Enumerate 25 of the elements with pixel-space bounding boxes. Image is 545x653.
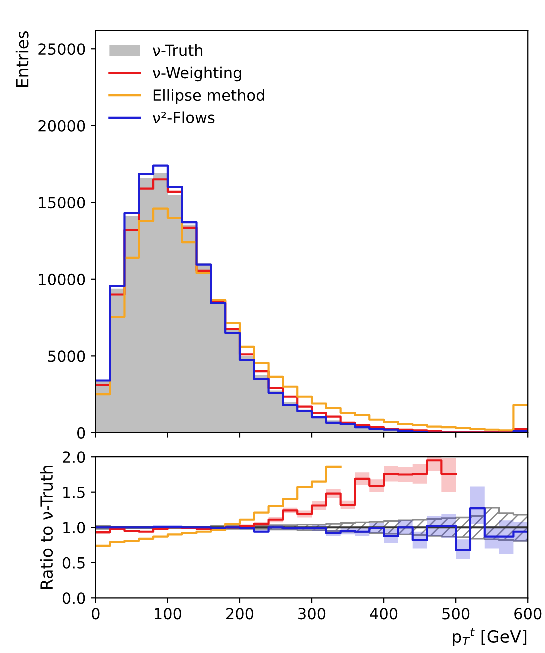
x-tick-label: 400 xyxy=(370,608,398,620)
x-axis-title: p$_{T}$$^{t}$ [GeV] xyxy=(453,628,527,646)
y-axis-title: Ratio to ν-Truth xyxy=(40,466,54,590)
y-tick-label: 1.0 xyxy=(64,522,86,534)
y-tick-label: 5000 xyxy=(48,350,86,362)
y-tick-label: 2.0 xyxy=(63,452,86,464)
x-tick-label: 600 xyxy=(514,608,542,620)
y-tick-label: 0.0 xyxy=(62,592,86,604)
y-tick-label: 20000 xyxy=(38,120,86,132)
legend-label: ν-Weighting xyxy=(153,66,242,82)
y-tick-label: 25000 xyxy=(38,44,86,56)
y-tick-label: 1.5 xyxy=(64,487,85,498)
legend-label: ν²-Flows xyxy=(153,112,215,124)
x-tick-label: 100 xyxy=(155,608,182,620)
y-tick-label: 10000 xyxy=(39,274,86,286)
x-tick-label: 0 xyxy=(92,608,100,620)
y-axis-title: Entries xyxy=(16,32,29,88)
x-tick-label: 200 xyxy=(226,608,254,620)
y-tick-label: 0 xyxy=(77,427,86,439)
legend-label: ν-Truth xyxy=(153,44,203,56)
y-tick-label: 0.5 xyxy=(62,557,85,569)
x-tick-label: 500 xyxy=(442,608,470,620)
legend-label: Ellipse method xyxy=(154,89,264,104)
x-tick-label: 300 xyxy=(298,608,326,620)
y-tick-label: 15000 xyxy=(39,197,86,209)
